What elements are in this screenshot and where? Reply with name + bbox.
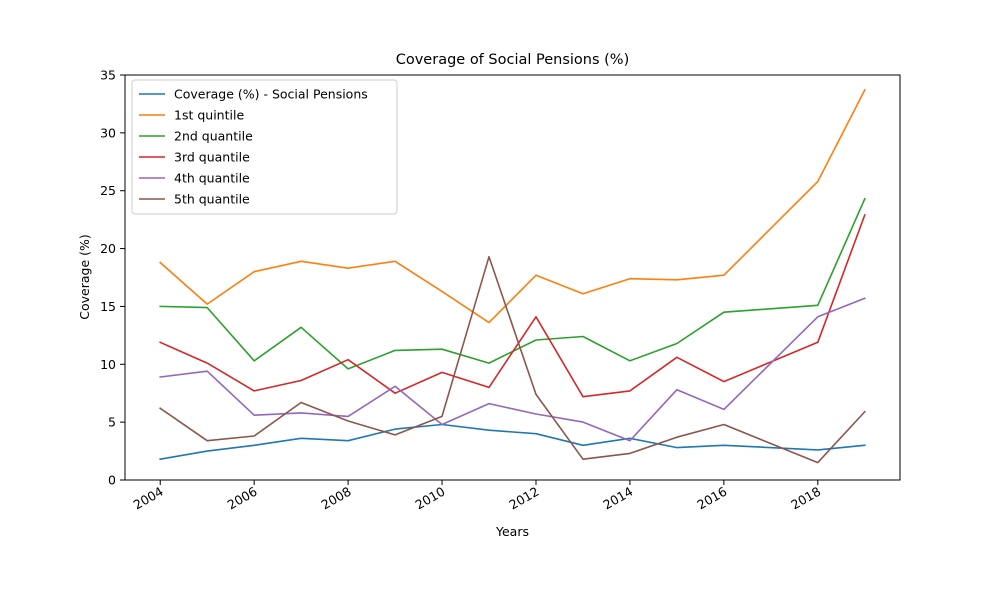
series-layer [159, 88, 866, 464]
legend: Coverage (%) - Social Pensions 1st quinti… [131, 79, 398, 215]
legend-label: 1st quintile [174, 108, 244, 123]
legend-label: 3rd quantile [174, 150, 250, 165]
x-axis-label: Years [495, 524, 529, 539]
series-line-4 [159, 213, 866, 398]
series-line-2 [159, 88, 866, 324]
series-line-1 [159, 423, 866, 461]
y-tick-label: 5 [108, 415, 116, 430]
y-axis: 0 5 10 15 20 25 30 35 [100, 68, 125, 488]
legend-label: Coverage (%) - Social Pensions [174, 87, 368, 102]
series-line-6 [159, 255, 866, 464]
series-line-5 [159, 297, 866, 442]
y-tick-label: 15 [100, 299, 116, 314]
y-tick-label: 10 [100, 357, 116, 372]
y-tick-label: 30 [100, 125, 116, 140]
legend-label: 2nd quantile [174, 129, 253, 144]
legend-label: 5th quantile [174, 192, 250, 207]
chart-title: Coverage of Social Pensions (%) [396, 52, 630, 68]
y-tick-label: 25 [100, 183, 116, 198]
y-tick-label: 0 [108, 473, 116, 488]
legend-box [131, 79, 398, 215]
series-line-3 [159, 197, 866, 370]
y-axis-label: Coverage (%) [77, 234, 92, 320]
y-tick-label: 35 [100, 68, 116, 83]
legend-label: 4th quantile [174, 171, 250, 186]
y-tick-label: 20 [100, 241, 116, 256]
